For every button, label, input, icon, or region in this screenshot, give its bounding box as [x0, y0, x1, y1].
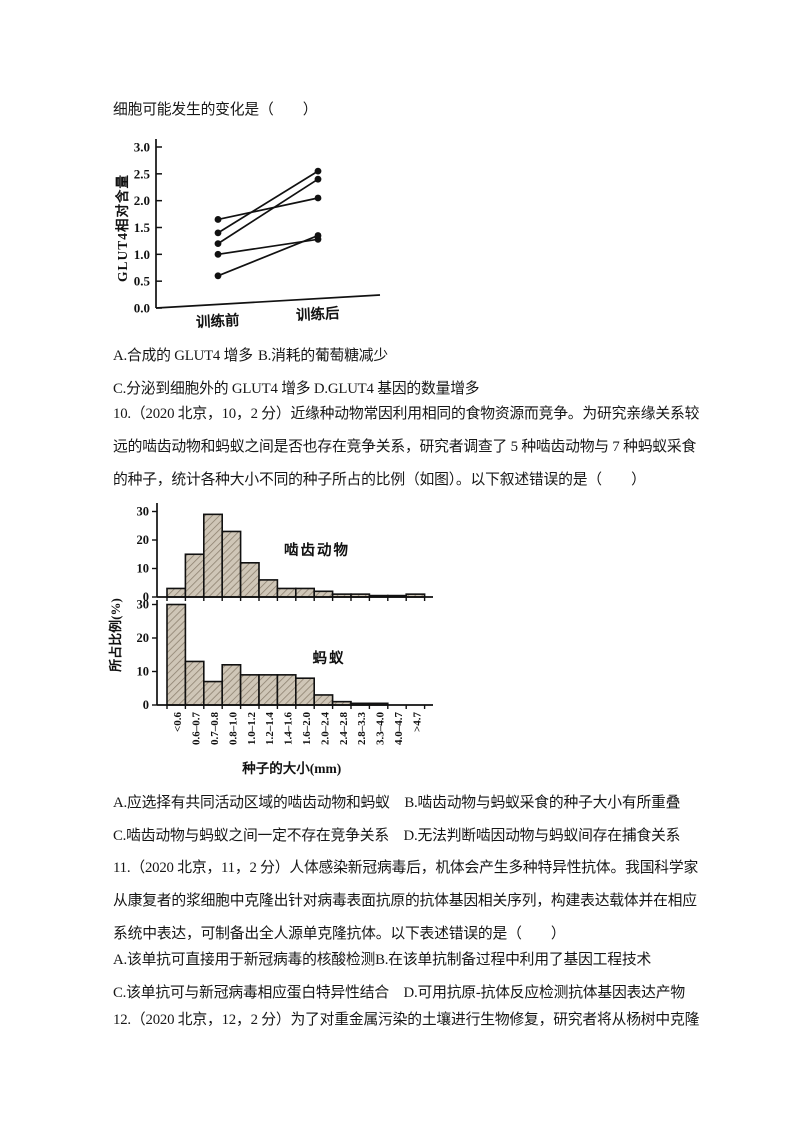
svg-text:种子的大小(mm): 种子的大小(mm) — [241, 760, 341, 776]
svg-text:1.0: 1.0 — [134, 247, 150, 262]
seed-size-histograms: 0 10 20 30 啮齿动物 0 10 20 30 蚂蚁 <0.6 0.6–0.7 0.7–0.8 0.… — [108, 503, 433, 776]
svg-text:3.3–4.0: 3.3–4.0 — [375, 712, 387, 746]
svg-text:2.4–2.8: 2.4–2.8 — [338, 712, 350, 746]
svg-text:2.5: 2.5 — [134, 166, 151, 181]
svg-text:>4.7: >4.7 — [411, 712, 423, 733]
svg-text:1.5: 1.5 — [134, 220, 151, 235]
svg-text:1.0–1.2: 1.0–1.2 — [246, 712, 258, 746]
svg-text:0.6–0.7: 0.6–0.7 — [191, 712, 203, 746]
svg-text:30: 30 — [137, 598, 150, 612]
question-9-options-cd: C.分泌到细胞外的 GLUT4 增多 D.GLUT4 基因的数量增多 — [113, 381, 480, 397]
svg-text:10: 10 — [137, 665, 150, 679]
question-10-line-3: 的种子，统计各种大小不同的种子所占的比例（如图）。以下叙述错误的是（ ） — [113, 472, 646, 488]
question-10-options-ab: A.应选择有共同活动区域的啮齿动物和蚂蚁 B.啮齿动物与蚂蚁采食的种子大小有所重… — [113, 795, 681, 811]
svg-text:10: 10 — [137, 562, 150, 576]
question-11-line-1: 11.（2020 北京，11，2 分）人体感染新冠病毒后，机体会产生多种特异性抗… — [113, 860, 699, 876]
svg-text:GLUT4相对含量: GLUT4相对含量 — [114, 174, 130, 282]
question-11-options-cd: C.该单抗可与新冠病毒相应蛋白特异性结合 D.可用抗原-抗体反应检测抗体基因表达… — [113, 985, 685, 1001]
svg-text:所占比例(%): 所占比例(%) — [108, 598, 123, 672]
svg-text:4.0–4.7: 4.0–4.7 — [393, 712, 405, 746]
question-9-option-b: B.消耗的葡萄糖减少 — [258, 348, 388, 364]
svg-text:训练前: 训练前 — [196, 311, 241, 331]
question-9-option-a: A.合成的 GLUT4 增多 — [113, 348, 253, 364]
svg-text:蚂蚁: 蚂蚁 — [313, 649, 346, 667]
svg-text:1.2–1.4: 1.2–1.4 — [264, 712, 276, 746]
svg-text:<0.6: <0.6 — [172, 712, 184, 733]
svg-text:2.0: 2.0 — [134, 193, 150, 208]
question-10-line-1: 10.（2020 北京，10，2 分）近缘种动物常因利用相同的食物资源而竞争。为… — [113, 406, 700, 422]
svg-text:30: 30 — [137, 505, 150, 519]
svg-text:0.5: 0.5 — [134, 274, 151, 289]
question-12-line-1: 12.（2020 北京，12，2 分）为了对重金属污染的土壤进行生物修复，研究者… — [113, 1012, 700, 1028]
svg-text:1.4–1.6: 1.4–1.6 — [283, 712, 295, 746]
question-11-options-ab: A.该单抗可直接用于新冠病毒的核酸检测B.在该单抗制备过程中利用了基因工程技术 — [113, 952, 652, 968]
svg-text:0: 0 — [143, 698, 149, 712]
svg-text:3.0: 3.0 — [134, 140, 150, 155]
question-9-stem-tail: 细胞可能发生的变化是（ ） — [113, 102, 318, 118]
svg-text:0.0: 0.0 — [134, 301, 150, 316]
svg-text:训练后: 训练后 — [296, 304, 341, 324]
svg-text:0: 0 — [143, 590, 149, 604]
svg-text:0.7–0.8: 0.7–0.8 — [209, 712, 221, 746]
question-11-line-3: 系统中表达，可制备出全人源单克隆抗体。以下表述错误的是（ ） — [113, 926, 566, 942]
svg-text:20: 20 — [137, 631, 150, 645]
svg-text:2.8–3.3: 2.8–3.3 — [356, 712, 368, 746]
svg-text:20: 20 — [137, 533, 150, 547]
question-10-line-2: 远的啮齿动物和蚂蚁之间是否也存在竞争关系，研究者调查了 5 种啮齿动物与 7 种… — [113, 439, 697, 455]
svg-text:啮齿动物: 啮齿动物 — [284, 541, 350, 559]
svg-text:2.0–2.4: 2.0–2.4 — [319, 712, 331, 746]
svg-text:0.8–1.0: 0.8–1.0 — [227, 712, 239, 746]
question-10-options-cd: C.啮齿动物与蚂蚁之间一定不存在竞争关系 D.无法判断啮因动物与蚂蚁间存在捕食关… — [113, 828, 681, 844]
question-11-line-2: 从康复者的浆细胞中克隆出针对病毒表面抗原的抗体基因相关序列，构建表达载体并在相应 — [113, 893, 697, 909]
svg-text:1.6–2.0: 1.6–2.0 — [301, 712, 313, 746]
